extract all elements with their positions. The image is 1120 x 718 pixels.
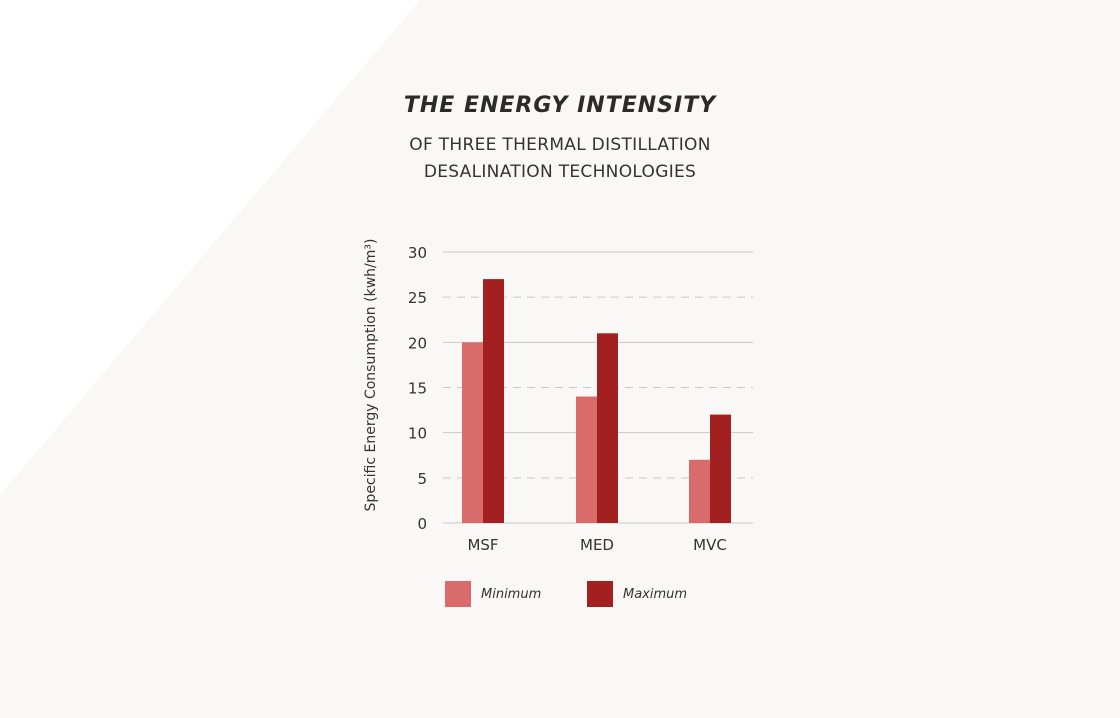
y-tick-label: 30: [408, 244, 427, 262]
legend-swatch-maximum: [587, 581, 613, 607]
y-tick-label: 10: [408, 425, 427, 443]
legend-item-minimum: Minimum: [445, 581, 541, 607]
y-axis-label: Specific Energy Consumption (kwh/m³): [363, 239, 379, 512]
y-tick-label: 25: [408, 289, 427, 307]
chart-subtitle-line1: OF THREE THERMAL DISTILLATION: [409, 135, 711, 155]
bar-msf-minimum: [462, 342, 483, 523]
chart-title: THE ENERGY INTENSITY: [403, 93, 717, 118]
legend-swatch-minimum: [445, 581, 471, 607]
x-tick-label: MSF: [467, 536, 498, 554]
legend-item-maximum: Maximum: [587, 581, 687, 607]
bar-med-minimum: [576, 396, 597, 523]
y-tick-label: 5: [417, 470, 427, 488]
bar-med-maximum: [597, 333, 618, 523]
chart-subtitle-line2: DESALINATION TECHNOLOGIES: [423, 162, 697, 182]
x-tick-label: MED: [580, 536, 614, 554]
x-tick-label: MVC: [693, 536, 727, 554]
bar-mvc-maximum: [710, 414, 731, 523]
legend-label-maximum: Maximum: [623, 586, 688, 602]
y-tick-label: 15: [408, 380, 427, 398]
legend-label-minimum: Minimum: [481, 586, 542, 602]
y-tick-label: 0: [417, 515, 427, 533]
bar-msf-maximum: [483, 279, 504, 523]
y-tick-label: 20: [408, 334, 427, 352]
bar-mvc-minimum: [689, 459, 710, 523]
